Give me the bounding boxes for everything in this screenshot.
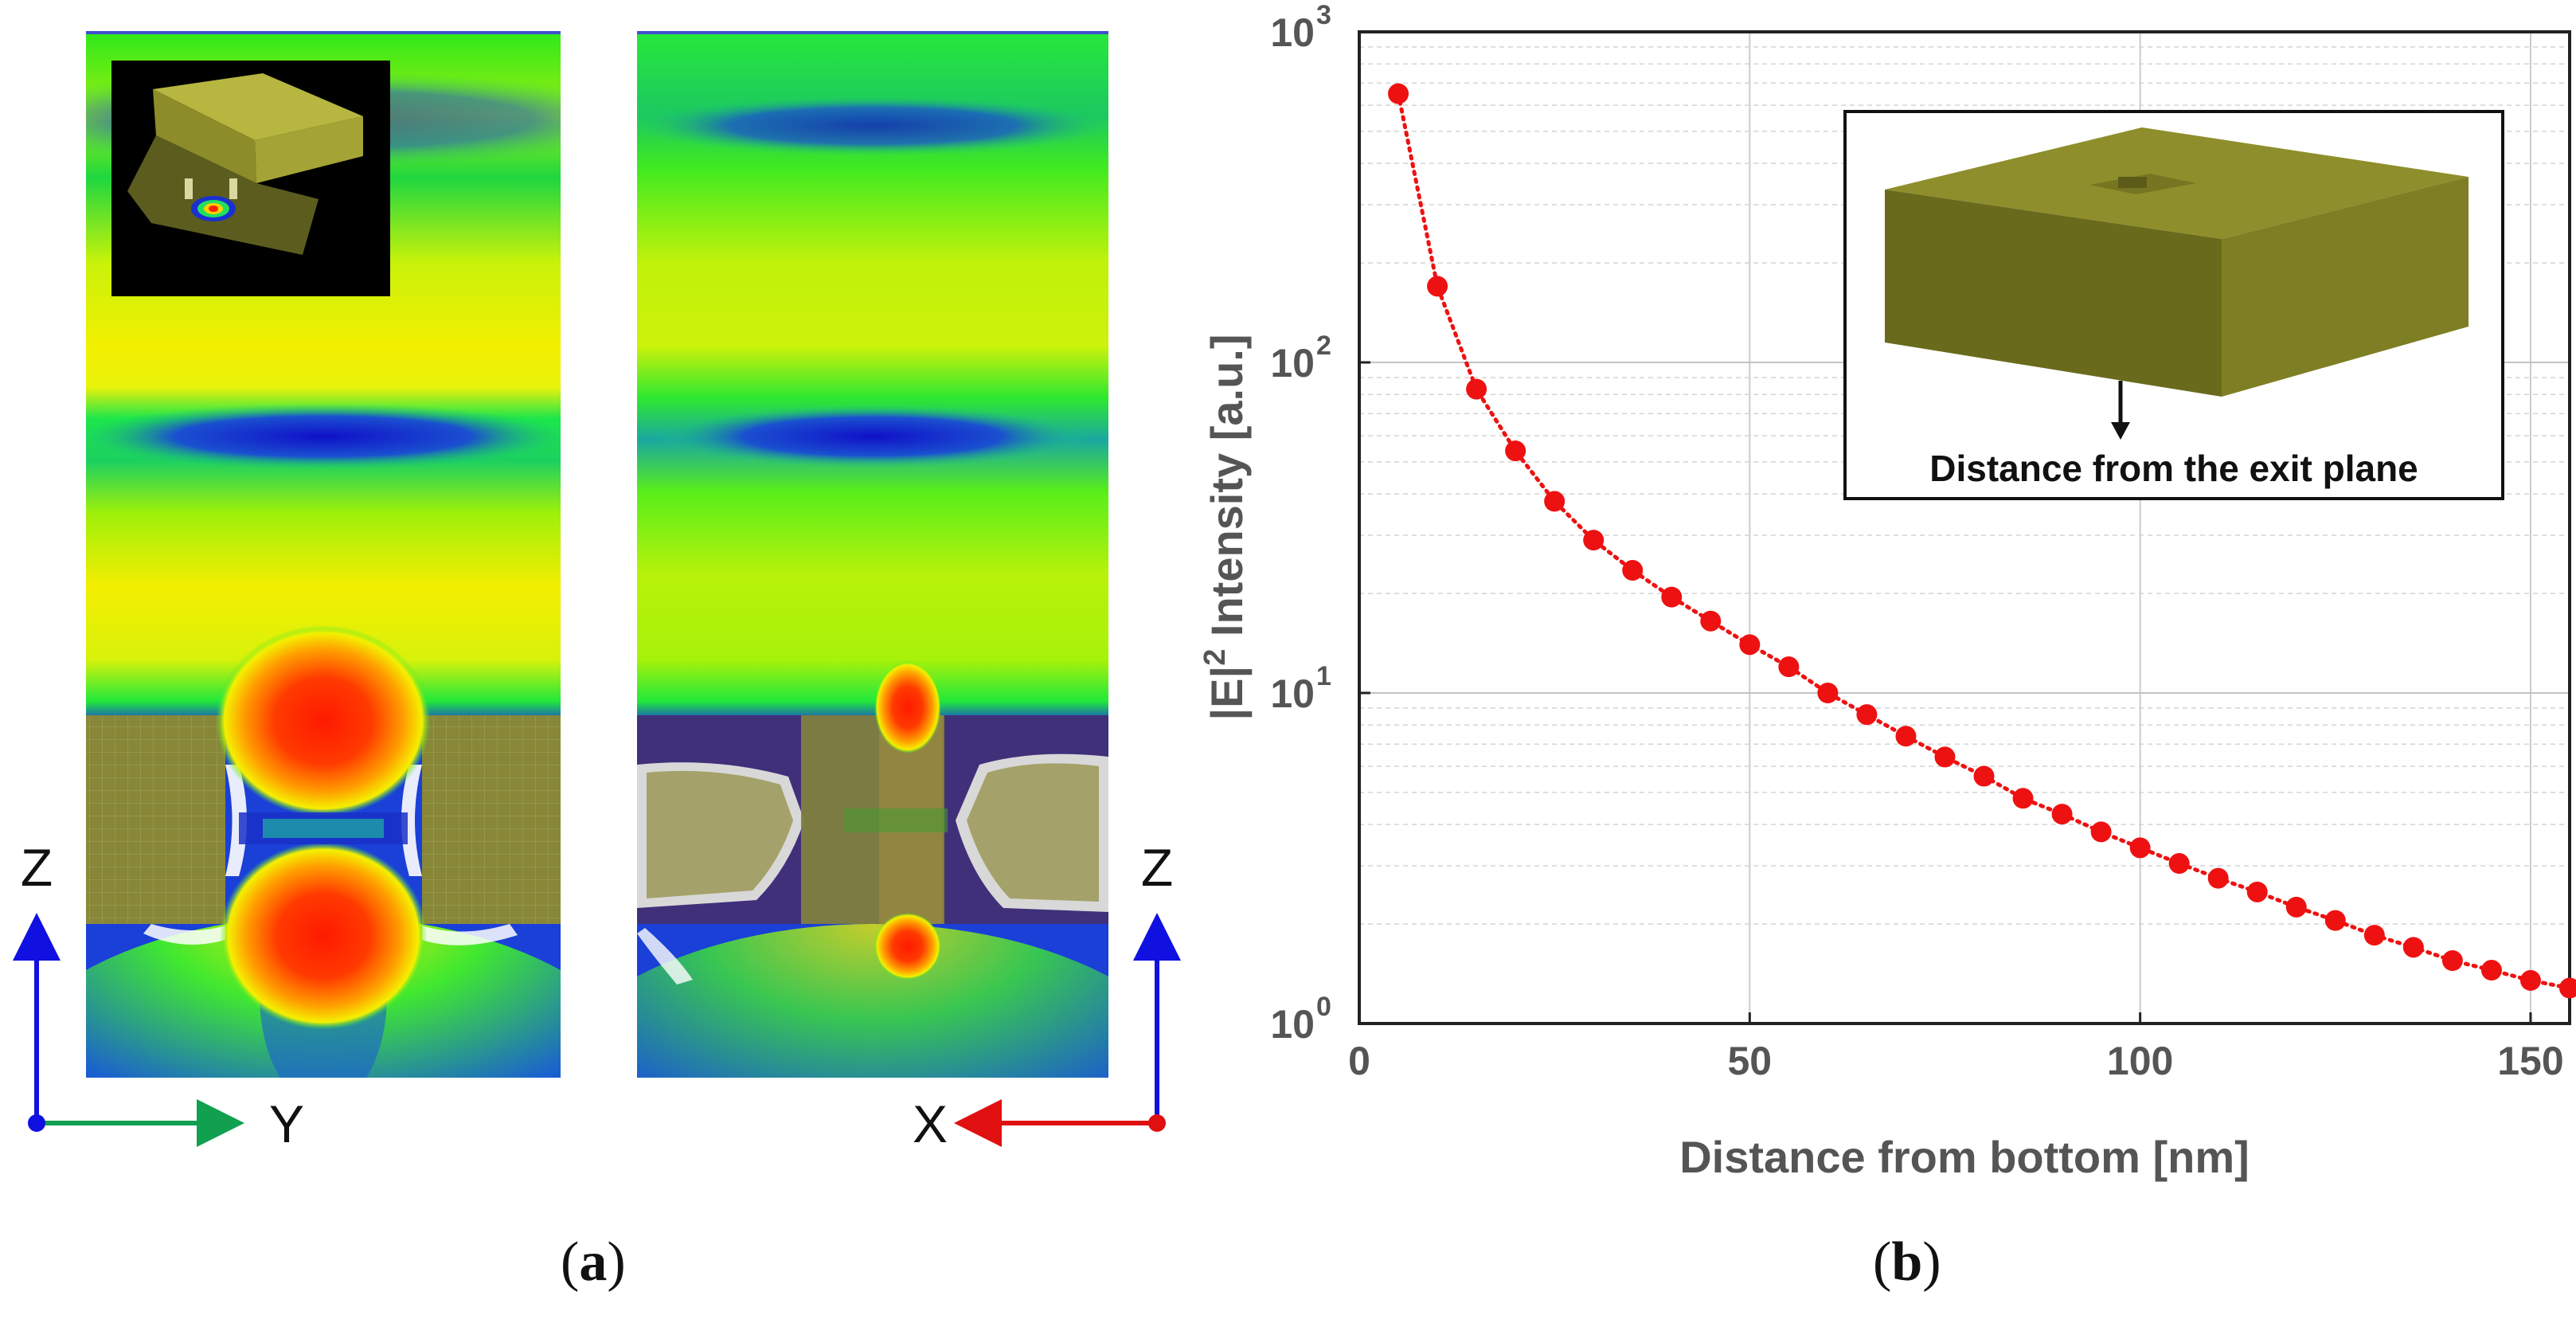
y-tick-exp-2: 2 xyxy=(1316,331,1331,361)
inset-3d-render xyxy=(111,61,390,296)
data-point-0 xyxy=(1388,83,1409,104)
hotspot-lower xyxy=(220,842,427,1030)
data-point-9 xyxy=(1739,634,1761,656)
data-point-10 xyxy=(1778,656,1800,678)
hotspot-upper xyxy=(216,625,431,816)
data-point-21 xyxy=(2207,867,2229,889)
data-point-16 xyxy=(2012,788,2034,809)
y-tick-label-2: 10 xyxy=(1270,341,1315,386)
y-label-sup: 2 xyxy=(1198,649,1232,666)
data-point-11 xyxy=(1817,683,1839,703)
data-points xyxy=(1388,83,2576,999)
axis-label-z-right: Z xyxy=(1141,838,1173,897)
data-point-28 xyxy=(2480,960,2502,981)
data-point-14 xyxy=(1934,746,1956,768)
axis-label-z-left: Z xyxy=(21,838,53,897)
axes-triad-right: Z X xyxy=(913,838,1181,1153)
y-tick-label-1: 10 xyxy=(1270,671,1315,716)
data-point-3 xyxy=(1505,440,1526,462)
data-point-19 xyxy=(2129,837,2151,859)
inset-schematic: Distance from the exit plane xyxy=(1843,110,2504,500)
y-tick-label-3: 10 xyxy=(1270,10,1315,55)
y-tick-label-0: 10 xyxy=(1270,1002,1315,1047)
data-point-13 xyxy=(1895,726,1917,747)
data-point-23 xyxy=(2285,896,2307,918)
data-point-2 xyxy=(1466,378,1487,400)
data-point-22 xyxy=(2246,881,2268,902)
y-tick-exp-3: 3 xyxy=(1316,0,1331,30)
data-point-25 xyxy=(2363,925,2385,946)
x-tick-label-2: 100 xyxy=(2107,1039,2173,1083)
y-axis-label: |E|2 Intensity [a.u.] xyxy=(1198,335,1253,721)
data-point-1 xyxy=(1427,276,1448,297)
data-point-18 xyxy=(2090,821,2112,843)
y-label-post: Intensity [a.u.] xyxy=(1202,335,1252,649)
x-tick-label-1: 50 xyxy=(1728,1039,1773,1083)
x-ticks: 0 50 100 150 xyxy=(1348,1012,2564,1083)
x-tick-label-0: 0 xyxy=(1348,1039,1370,1083)
data-point-15 xyxy=(1973,765,1995,787)
y-tick-exp-1: 1 xyxy=(1316,661,1331,691)
y-label-pre: |E| xyxy=(1202,666,1253,721)
plot-frame xyxy=(1358,30,2571,1025)
y-tick-exp-0: 0 xyxy=(1316,992,1331,1022)
data-point-29 xyxy=(2519,969,2541,991)
data-point-17 xyxy=(2051,804,2073,825)
data-point-7 xyxy=(1661,586,1683,608)
data-point-5 xyxy=(1583,530,1605,551)
data-point-26 xyxy=(2402,937,2424,958)
axis-label-x: X xyxy=(913,1094,948,1153)
data-point-20 xyxy=(2168,853,2190,875)
caption-a: (a) xyxy=(561,1231,626,1293)
caption-b: (b) xyxy=(1873,1231,1941,1293)
axis-label-y: Y xyxy=(269,1094,304,1153)
axes-triad-left: Z Y xyxy=(12,838,304,1153)
data-point-30 xyxy=(2559,977,2576,999)
metal-block-right xyxy=(422,715,561,924)
data-point-8 xyxy=(1700,610,1722,632)
field-map-xz xyxy=(637,32,1108,1078)
data-point-24 xyxy=(2324,910,2346,931)
data-point-4 xyxy=(1544,491,1566,512)
data-point-6 xyxy=(1622,560,1644,581)
data-point-12 xyxy=(1856,704,1878,726)
x-tick-label-3: 150 xyxy=(2497,1039,2563,1083)
inset-label: Distance from the exit plane xyxy=(1929,448,2418,489)
x-axis-label: Distance from bottom [nm] xyxy=(1679,1132,2250,1182)
data-point-27 xyxy=(2441,950,2463,972)
metal-block-left xyxy=(86,715,225,924)
